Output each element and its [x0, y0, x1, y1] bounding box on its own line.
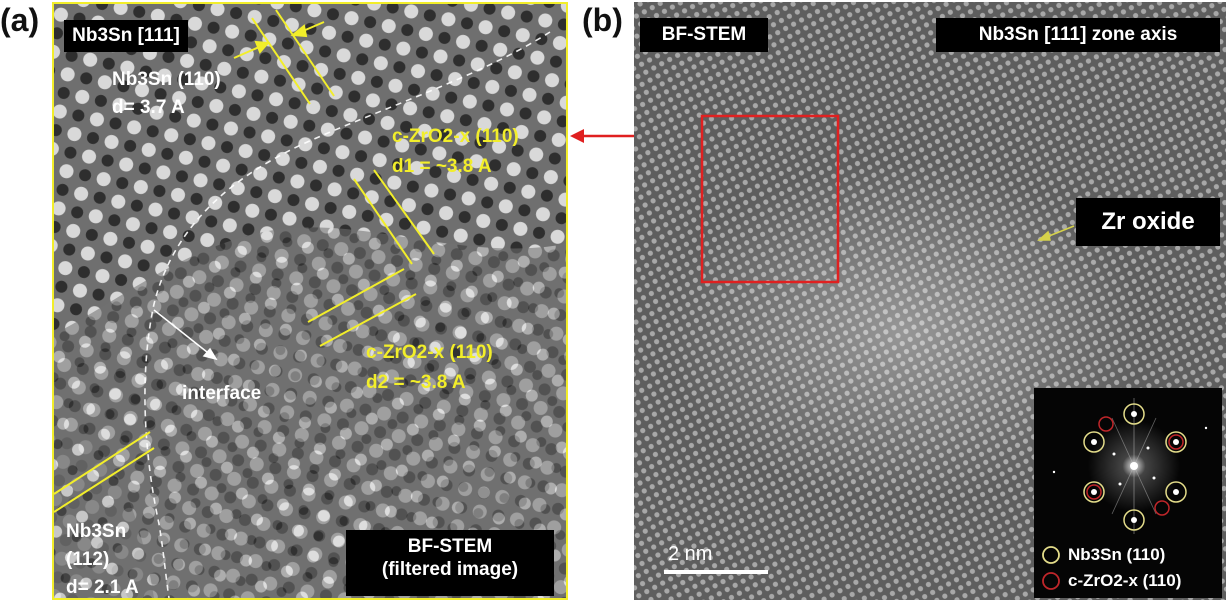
zr-oxide-arrow: [1037, 225, 1075, 241]
panel-a-method-label: BF-STEM (filtered image): [346, 530, 554, 596]
nb3sn-fft-rings: [1083, 403, 1187, 531]
panel-a-zone-title-text: Nb3Sn [111]: [72, 25, 180, 46]
fft-legend-label: c-ZrO2-x (110): [1068, 571, 1182, 590]
zr-oxide-label: Zr oxide: [1076, 198, 1220, 246]
lattice-image-a: [54, 4, 566, 598]
zro2-label-1-spacing: d1 = ~3.8 A: [392, 156, 492, 177]
panel-b-zone-label: Nb3Sn [111] zone axis: [936, 18, 1220, 52]
panel-b-zone-text: Nb3Sn [111] zone axis: [978, 24, 1178, 45]
panel-b-bf-stem-image: 2 nm BF-STEM Nb3Sn [111] zone axis Zr ox…: [634, 2, 1226, 600]
interface-label: interface: [182, 383, 262, 404]
fft-legend: Nb3Sn (110) c-ZrO2-x (110): [1040, 542, 1181, 594]
lattice-image-b: 2 nm: [634, 2, 1226, 600]
panel-b-method-text: BF-STEM: [661, 24, 747, 45]
nb3sn-110-spacing: d= 3.7 A: [112, 97, 185, 118]
roi-rectangle: [700, 114, 840, 284]
panel-a-method: BF-STEM: [407, 536, 493, 557]
legend-ring-icon: [1042, 546, 1060, 564]
panel-b-letter: (b): [582, 2, 623, 38]
nb3sn-110-plane: Nb3Sn (110): [112, 69, 221, 90]
fringe-lines: [54, 9, 435, 513]
fft-inset: Nb3Sn (110) c-ZrO2-x (110): [1034, 388, 1222, 598]
zro2-label-1-plane: c-ZrO2-x (110): [392, 126, 519, 147]
interface-curve: [144, 31, 551, 598]
nb3sn-112-label: Nb3Sn (112) d= 2.1 A: [66, 518, 139, 598]
nb3sn-112-phase: Nb3Sn: [66, 521, 127, 542]
panel-a-filtered-image: Nb3Sn [111] Nb3Sn (110) d= 3.7 A c-ZrO2-…: [52, 2, 568, 600]
scale-bar-label: 2 nm: [668, 543, 712, 565]
legend-ring-icon: [1042, 572, 1060, 590]
fft-legend-item-nb3sn: Nb3Sn (110): [1040, 542, 1181, 568]
interface-arrow: [153, 309, 218, 361]
panel-a-method-note: (filtered image): [381, 558, 519, 580]
fft-legend-label: Nb3Sn (110): [1068, 545, 1166, 564]
zr-oxide-text: Zr oxide: [1101, 208, 1195, 235]
nb3sn-112-plane: (112): [66, 549, 110, 570]
zro2-fft-rings: [1086, 416, 1184, 516]
panel-a-zone-title: Nb3Sn [111]: [64, 20, 188, 52]
nb3sn-110-label: Nb3Sn (110) d= 3.7 A: [112, 66, 221, 122]
spacing-arrows: [233, 21, 325, 59]
zro2-label-1: c-ZrO2-x (110) d1 = ~3.8 A: [392, 122, 519, 182]
fft-legend-item-zro2: c-ZrO2-x (110): [1040, 568, 1181, 594]
panel-a-letter: (a): [0, 2, 40, 38]
fft-pattern: [1052, 398, 1208, 534]
nb3sn-112-spacing: d= 2.1 A: [66, 577, 139, 598]
panel-b-method-label: BF-STEM: [640, 18, 768, 52]
zro2-label-2: c-ZrO2-x (110) d2 = ~3.8 A: [366, 338, 493, 398]
zro2-label-2-spacing: d2 = ~3.8 A: [366, 372, 466, 393]
zro2-label-2-plane: c-ZrO2-x (110): [366, 342, 493, 363]
oxide-region: [664, 162, 1144, 502]
